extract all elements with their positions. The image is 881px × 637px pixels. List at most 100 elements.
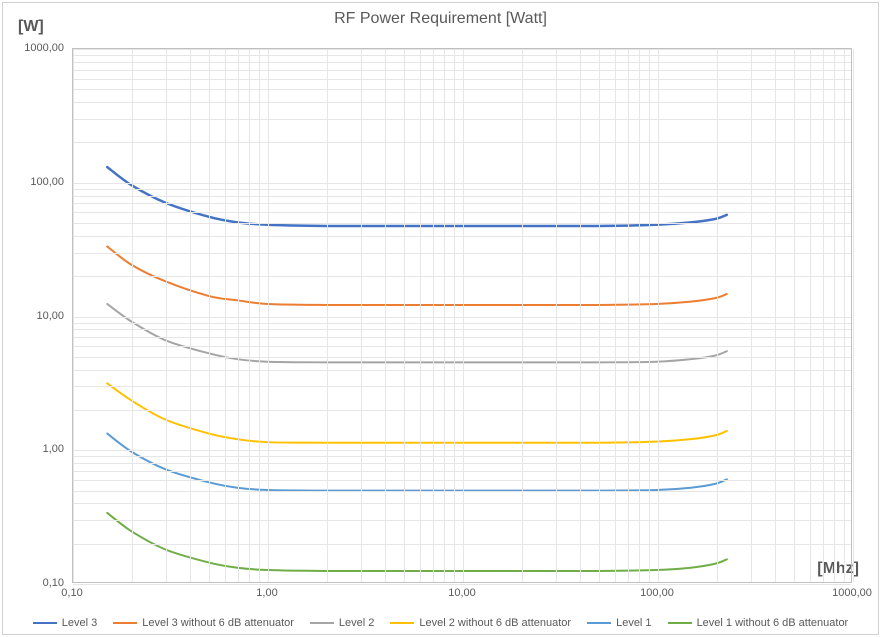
- plot-area: [72, 48, 852, 583]
- grid-line: [775, 49, 776, 582]
- grid-line: [327, 49, 328, 582]
- x-tick-label: 10,00: [448, 587, 476, 599]
- legend-label: Level 3: [62, 617, 97, 629]
- grid-line: [73, 55, 851, 56]
- grid-line: [751, 49, 752, 582]
- legend-label: Level 2 without 6 dB attenuator: [419, 617, 571, 629]
- grid-line: [73, 203, 851, 204]
- chart-title: RF Power Requirement [Watt]: [0, 10, 881, 28]
- grid-line: [810, 49, 811, 582]
- legend-label: Level 2: [339, 617, 374, 629]
- y-tick-label: 100,00: [16, 176, 64, 188]
- grid-line: [225, 49, 226, 582]
- legend-item: Level 1: [587, 617, 651, 629]
- legend-label: Level 1 without 6 dB attenuator: [697, 617, 849, 629]
- legend-label: Level 1: [616, 617, 651, 629]
- y-tick-label: 10,00: [16, 310, 64, 322]
- grid-line: [73, 119, 851, 120]
- grid-line: [73, 450, 851, 451]
- grid-line: [73, 253, 851, 254]
- grid-line: [658, 49, 659, 582]
- series-line: [107, 383, 727, 443]
- grid-line: [73, 189, 851, 190]
- legend-swatch: [33, 622, 57, 624]
- grid-line: [259, 49, 260, 582]
- grid-line: [73, 456, 851, 457]
- grid-line: [404, 49, 405, 582]
- grid-line: [853, 49, 854, 582]
- legend-label: Level 3 without 6 dB attenuator: [142, 617, 294, 629]
- grid-line: [420, 49, 421, 582]
- grid-line: [73, 89, 851, 90]
- x-tick-label: 1,00: [256, 587, 277, 599]
- grid-line: [73, 471, 851, 472]
- grid-line: [73, 337, 851, 338]
- grid-line: [844, 49, 845, 582]
- legend-item: Level 2 without 6 dB attenuator: [390, 617, 571, 629]
- grid-line: [73, 323, 851, 324]
- legend-swatch: [113, 622, 137, 624]
- legend-swatch: [587, 622, 611, 624]
- grid-line: [238, 49, 239, 582]
- grid-line: [522, 49, 523, 582]
- grid-line: [73, 520, 851, 521]
- series-line: [107, 304, 727, 362]
- grid-line: [73, 70, 851, 71]
- grid-line: [132, 49, 133, 582]
- grid-line: [556, 49, 557, 582]
- x-tick-label: 0,10: [61, 587, 82, 599]
- grid-line: [73, 62, 851, 63]
- legend-item: Level 3: [33, 617, 97, 629]
- y-axis-label: [W]: [18, 18, 44, 36]
- grid-line: [73, 503, 851, 504]
- grid-line: [249, 49, 250, 582]
- grid-line: [73, 212, 851, 213]
- grid-line: [73, 276, 851, 277]
- grid-line: [385, 49, 386, 582]
- grid-line: [639, 49, 640, 582]
- grid-line: [73, 544, 851, 545]
- grid-line: [268, 49, 269, 582]
- grid-line: [454, 49, 455, 582]
- y-tick-label: 1000,00: [16, 42, 64, 54]
- grid-line: [73, 49, 74, 582]
- grid-line: [73, 584, 851, 585]
- legend-item: Level 2: [310, 617, 374, 629]
- grid-line: [794, 49, 795, 582]
- grid-line: [73, 410, 851, 411]
- grid-line: [628, 49, 629, 582]
- y-tick-label: 0,10: [16, 577, 64, 589]
- grid-line: [73, 357, 851, 358]
- grid-line: [73, 79, 851, 80]
- grid-line: [444, 49, 445, 582]
- x-tick-label: 100,00: [640, 587, 674, 599]
- legend: Level 3 Level 3 without 6 dB attenuator Le…: [0, 615, 881, 629]
- grid-line: [834, 49, 835, 582]
- grid-line: [580, 49, 581, 582]
- grid-line: [615, 49, 616, 582]
- grid-line: [463, 49, 464, 582]
- grid-line: [209, 49, 210, 582]
- legend-swatch: [668, 622, 692, 624]
- grid-line: [433, 49, 434, 582]
- grid-line: [166, 49, 167, 582]
- grid-line: [73, 386, 851, 387]
- grid-line: [73, 329, 851, 330]
- grid-line: [73, 463, 851, 464]
- grid-line: [73, 236, 851, 237]
- grid-line: [599, 49, 600, 582]
- grid-line: [73, 491, 851, 492]
- series-line: [107, 513, 727, 571]
- grid-line: [73, 370, 851, 371]
- grid-line: [73, 317, 851, 318]
- grid-line: [361, 49, 362, 582]
- grid-line: [717, 49, 718, 582]
- legend-item: Level 3 without 6 dB attenuator: [113, 617, 294, 629]
- grid-line: [73, 346, 851, 347]
- grid-line: [649, 49, 650, 582]
- grid-line: [73, 480, 851, 481]
- legend-item: Level 1 without 6 dB attenuator: [668, 617, 849, 629]
- grid-line: [73, 49, 851, 50]
- chart-container: RF Power Requirement [Watt] [W] [Mhz] 0,…: [0, 0, 881, 637]
- x-tick-label: 1000,00: [832, 587, 872, 599]
